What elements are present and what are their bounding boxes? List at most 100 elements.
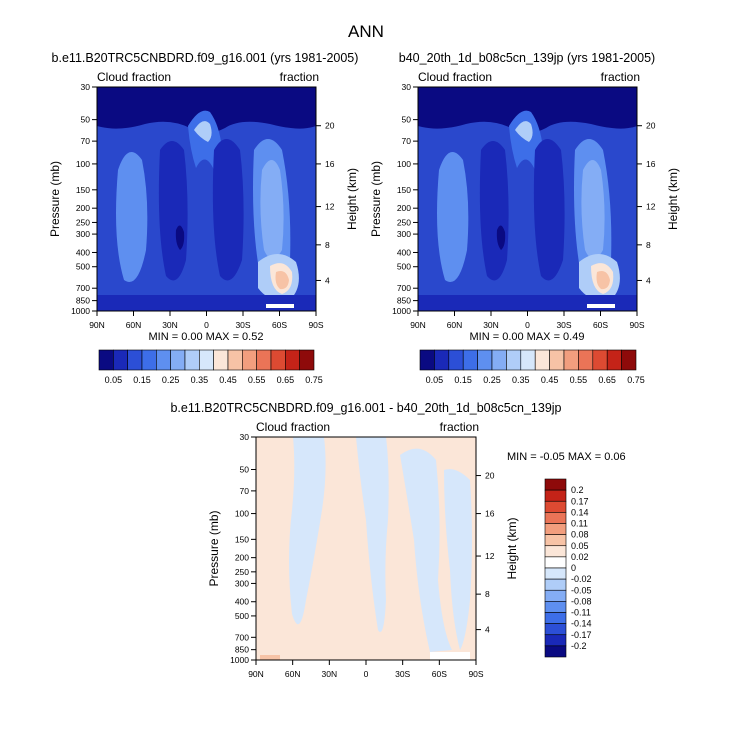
panel-3-xtick-label: 0 — [364, 669, 369, 679]
panel-3-colorbar-label: 0.14 — [571, 507, 589, 517]
panel-3-colorbar-swatch — [544, 523, 567, 535]
panel-1-ytick-label: 850 — [76, 296, 90, 306]
panel-2-ytick-label: 850 — [397, 296, 411, 306]
panel-2-ytick-label: 70 — [402, 136, 412, 146]
panel-2-htick-label: 16 — [646, 159, 656, 169]
panel-1-ytick-label: 30 — [81, 82, 91, 92]
panel-3-colorbar-label: -0.02 — [571, 574, 592, 584]
panel-3-ytick-label: 150 — [235, 534, 249, 544]
panel-1-ytick-label: 300 — [76, 229, 90, 239]
panel-2-htick-label: 4 — [646, 275, 651, 285]
panel-3-htick-label: 20 — [485, 471, 495, 481]
panel-2-ytick-label: 30 — [402, 82, 412, 92]
panel-3-title: b.e11.B20TRC5CNBDRD.f09_g16.001 - b40_20… — [170, 401, 561, 415]
panel-3-colorbar-swatch — [544, 489, 567, 502]
panel-3-xtick-label: 60N — [285, 669, 301, 679]
panel-1-ytick-label: 50 — [81, 115, 91, 125]
panel-2-ytick-label: 300 — [397, 229, 411, 239]
panel-3-minmax: MIN = -0.05 MAX = 0.06 — [507, 451, 626, 463]
panel-3: b.e11.B20TRC5CNBDRD.f09_g16.001 - b40_20… — [170, 401, 625, 679]
panel-2-xtick-label: 30S — [556, 320, 571, 330]
panel-2-ytick-label: 200 — [397, 203, 411, 213]
panel-1-htick-label: 20 — [325, 121, 335, 131]
panel-3-colorbar-label: -0.11 — [571, 608, 591, 618]
panel-1-colorbar-label: 0.35 — [191, 375, 209, 385]
panel-2-ytick-label: 700 — [397, 283, 411, 293]
panel-3-colorbar-label: 0.05 — [571, 541, 589, 551]
panel-1-colorbar-swatch — [127, 349, 143, 371]
panel-1-ytick-label: 250 — [76, 217, 90, 227]
panel-3-colorbar-swatch — [544, 478, 567, 491]
panel-1-colorbar-swatch — [213, 349, 229, 371]
panel-2-colorbar-swatch — [621, 349, 637, 371]
panel-1-xtick-label: 30S — [235, 320, 250, 330]
panel-1-colorbar-label: 0.65 — [277, 375, 295, 385]
panel-2-title: b40_20th_1d_b08c5cn_139jp (yrs 1981-2005… — [399, 51, 655, 65]
panel-3-colorbar-swatch — [544, 556, 567, 569]
panel-2-colorbar-label: 0.75 — [627, 375, 645, 385]
panel-2-colorbar-swatch — [419, 349, 435, 371]
panel-1-colorbar-swatch — [170, 349, 186, 371]
panel-3-contour-field — [256, 437, 476, 660]
panel-3-colorbar-swatch — [544, 634, 567, 647]
panel-2-colorbar-swatch — [606, 349, 622, 371]
panel-1-colorbar-swatch — [285, 349, 300, 371]
panel-1-colorbar-label: 0.55 — [248, 375, 266, 385]
panel-2-colorbar-swatch — [506, 349, 522, 371]
panel-2-ylabel-right: Height (km) — [666, 168, 680, 230]
panel-1-htick-label: 8 — [325, 240, 330, 250]
panel-3-colorbar-swatch — [544, 645, 567, 658]
panel-3-ytick-label: 100 — [235, 509, 249, 519]
panel-1-xtick-label: 60N — [126, 320, 142, 330]
panel-1-xtick-label: 90S — [308, 320, 323, 330]
panel-2-colorbar-swatch — [477, 349, 493, 371]
panel-2-ylabel: Pressure (mb) — [369, 161, 383, 237]
panel-3-colorbar-label: -0.05 — [571, 585, 592, 595]
panel-2-colorbar-swatch — [462, 349, 478, 371]
panel-2-colorbar-swatch — [592, 349, 608, 371]
panel-1-ytick-label: 100 — [76, 159, 90, 169]
panel-3-colorbar-label: 0.17 — [571, 496, 589, 506]
panel-1-htick-label: 12 — [325, 202, 335, 212]
panel-2-contour-field — [418, 87, 637, 311]
panel-1-colorbar-label: 0.75 — [305, 375, 323, 385]
panel-1-htick-label: 16 — [325, 159, 335, 169]
panel-2-colorbar-swatch — [549, 349, 565, 371]
panel-2-colorbar-label: 0.25 — [483, 375, 501, 385]
panel-3-right-label: fraction — [440, 420, 479, 434]
panel-2-minmax: MIN = 0.00 MAX = 0.49 — [470, 331, 585, 343]
panel-2-ytick-label: 1000 — [392, 306, 411, 316]
panel-1-left-label: Cloud fraction — [97, 70, 171, 84]
panel-2-colorbar-label: 0.35 — [512, 375, 530, 385]
panel-3-colorbar-label: 0.11 — [571, 519, 588, 529]
panel-2: b40_20th_1d_b08c5cn_139jp (yrs 1981-2005… — [369, 51, 680, 385]
panel-3-colorbar: 0.20.170.140.110.080.050.020-0.02-0.05-0… — [544, 478, 592, 658]
panel-3-htick-label: 4 — [485, 625, 490, 635]
panel-1-ytick-label: 70 — [81, 136, 91, 146]
panel-3-ytick-label: 700 — [235, 632, 249, 642]
panel-3-colorbar-label: 0.08 — [571, 530, 589, 540]
panel-2-colorbar-label: 0.65 — [598, 375, 616, 385]
panel-1-colorbar-swatch — [141, 349, 157, 371]
panel-3-xtick-label: 90S — [468, 669, 483, 679]
panel-2-colorbar-swatch — [448, 349, 464, 371]
panel-3-ytick-label: 300 — [235, 578, 249, 588]
panel-1-colorbar-swatch — [256, 349, 272, 371]
panel-2-xtick-label: 90N — [410, 320, 426, 330]
panel-3-xtick-label: 60S — [432, 669, 447, 679]
panel-2-ytick-label: 400 — [397, 247, 411, 257]
panel-1-colorbar-swatch — [227, 349, 243, 371]
panel-3-ytick-label: 50 — [240, 464, 250, 474]
panel-1-right-label: fraction — [280, 70, 319, 84]
panel-3-colorbar-label: -0.14 — [571, 619, 592, 629]
panel-1-ytick-label: 400 — [76, 247, 90, 257]
panel-3-ytick-label: 30 — [240, 432, 250, 442]
panel-2-colorbar-label: 0.55 — [570, 375, 588, 385]
panel-2-colorbar-label: 0.45 — [541, 375, 559, 385]
panel-3-xtick-label: 30N — [322, 669, 338, 679]
panel-2-ytick-label: 50 — [402, 115, 412, 125]
panel-3-htick-label: 8 — [485, 589, 490, 599]
